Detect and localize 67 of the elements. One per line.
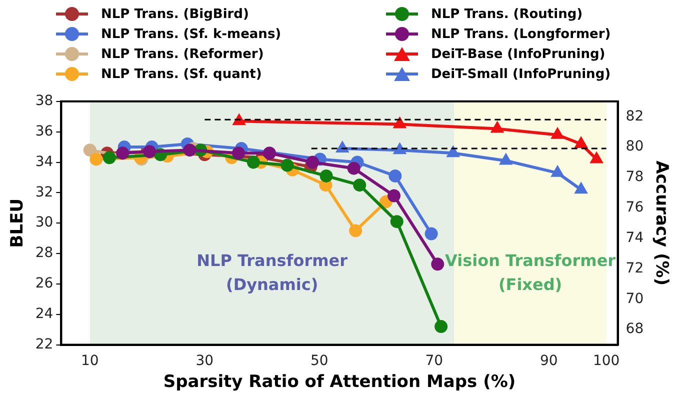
point xyxy=(306,156,320,169)
y-tick-label: 36 xyxy=(35,123,54,140)
point xyxy=(246,156,260,169)
legend-label: NLP Trans. (Reformer) xyxy=(101,46,264,62)
legend-label: DeiT-Small (InfoPruning) xyxy=(431,66,611,82)
legend-label: NLP Trans. (Routing) xyxy=(431,6,583,22)
y2-tick-label: 72 xyxy=(626,260,644,276)
point xyxy=(424,227,438,240)
y2-tick-label: 80 xyxy=(626,138,644,155)
y-tick-label: 22 xyxy=(35,336,54,352)
point xyxy=(434,320,448,334)
point xyxy=(393,116,406,128)
legend-label: NLP Trans. (Sf. k-means) xyxy=(101,26,282,42)
y2-tick-label: 74 xyxy=(626,230,644,246)
y-tick-label: 28 xyxy=(35,245,54,262)
band-label: NLP Transformer (Dynamic) xyxy=(196,251,348,294)
y2-tick-label: 70 xyxy=(626,290,644,307)
legend-label: NLP Trans. (Longformer) xyxy=(431,26,611,42)
point xyxy=(320,169,333,182)
x-tick-label: 30 xyxy=(196,352,214,369)
y2-tick-label: 82 xyxy=(626,108,644,124)
y-axis-title: BLEU xyxy=(8,198,28,248)
y2-tick-label: 68 xyxy=(626,321,644,338)
legend-label: NLP Trans. (BigBird) xyxy=(101,6,249,22)
point xyxy=(590,152,604,164)
point xyxy=(349,224,362,238)
y-tick-label: 24 xyxy=(35,306,54,322)
y2-tick-label: 78 xyxy=(626,169,644,186)
point xyxy=(263,146,276,160)
y-tick-label: 30 xyxy=(35,214,54,231)
point xyxy=(574,182,588,194)
point xyxy=(232,146,246,160)
point xyxy=(499,153,512,165)
point xyxy=(393,142,406,154)
y-tick-label: 34 xyxy=(35,154,54,170)
x-tick-label: 10 xyxy=(80,352,99,369)
point xyxy=(83,144,96,157)
legend-label: NLP Trans. (Sf. quant) xyxy=(101,66,262,82)
point xyxy=(574,136,588,148)
x-tick-label: 50 xyxy=(310,352,328,369)
point xyxy=(347,162,360,175)
point xyxy=(183,144,196,157)
point xyxy=(280,158,294,172)
point xyxy=(431,258,444,271)
point xyxy=(490,121,504,133)
y-tick-label: 26 xyxy=(35,276,54,292)
x-tick-label: 70 xyxy=(425,352,444,369)
x-axis-title: Sparsity Ratio of Attention Maps (%) xyxy=(163,372,516,392)
point xyxy=(388,169,402,182)
x-tick-label: 100 xyxy=(592,352,620,369)
point xyxy=(90,152,103,166)
point xyxy=(116,146,130,160)
legend-label: DeiT-Base (InfoPruning) xyxy=(431,46,606,62)
point xyxy=(446,146,460,158)
band-label: Vision Transformer (Fixed) xyxy=(445,251,616,294)
point xyxy=(353,178,366,192)
y2-tick-label: 76 xyxy=(626,200,644,216)
y-tick-label: 32 xyxy=(35,184,54,200)
point xyxy=(390,215,404,228)
x-tick-label: 90 xyxy=(540,352,558,369)
y2-axis-title: Accuracy (%) xyxy=(651,160,672,286)
point xyxy=(550,165,564,177)
point xyxy=(550,127,564,139)
point xyxy=(388,189,401,202)
point xyxy=(143,145,156,158)
y-tick-label: 38 xyxy=(35,93,54,110)
point xyxy=(102,151,116,164)
